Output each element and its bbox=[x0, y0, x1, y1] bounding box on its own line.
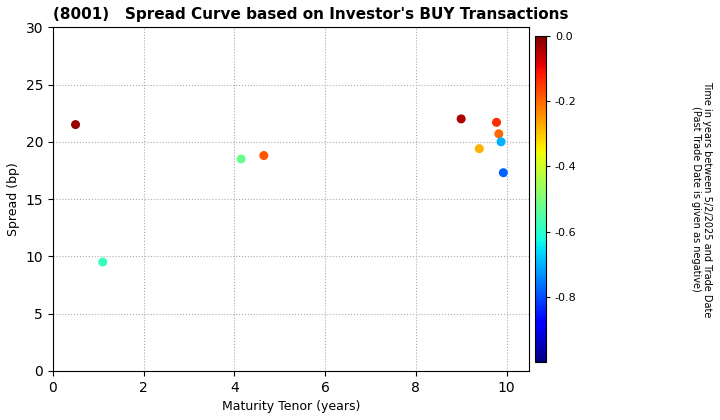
Point bbox=[70, 121, 81, 128]
Point bbox=[455, 116, 467, 122]
Point bbox=[474, 145, 485, 152]
Point bbox=[498, 169, 509, 176]
X-axis label: Maturity Tenor (years): Maturity Tenor (years) bbox=[222, 400, 360, 413]
Point bbox=[493, 130, 505, 137]
Point bbox=[235, 155, 247, 162]
Y-axis label: Time in years between 5/2/2025 and Trade Date
(Past Trade Date is given as negat: Time in years between 5/2/2025 and Trade… bbox=[690, 81, 712, 317]
Text: (8001)   Spread Curve based on Investor's BUY Transactions: (8001) Spread Curve based on Investor's … bbox=[53, 7, 568, 22]
Point bbox=[97, 259, 109, 265]
Point bbox=[491, 119, 503, 126]
Y-axis label: Spread (bp): Spread (bp) bbox=[7, 162, 20, 236]
Point bbox=[495, 139, 507, 145]
Point bbox=[258, 152, 269, 159]
